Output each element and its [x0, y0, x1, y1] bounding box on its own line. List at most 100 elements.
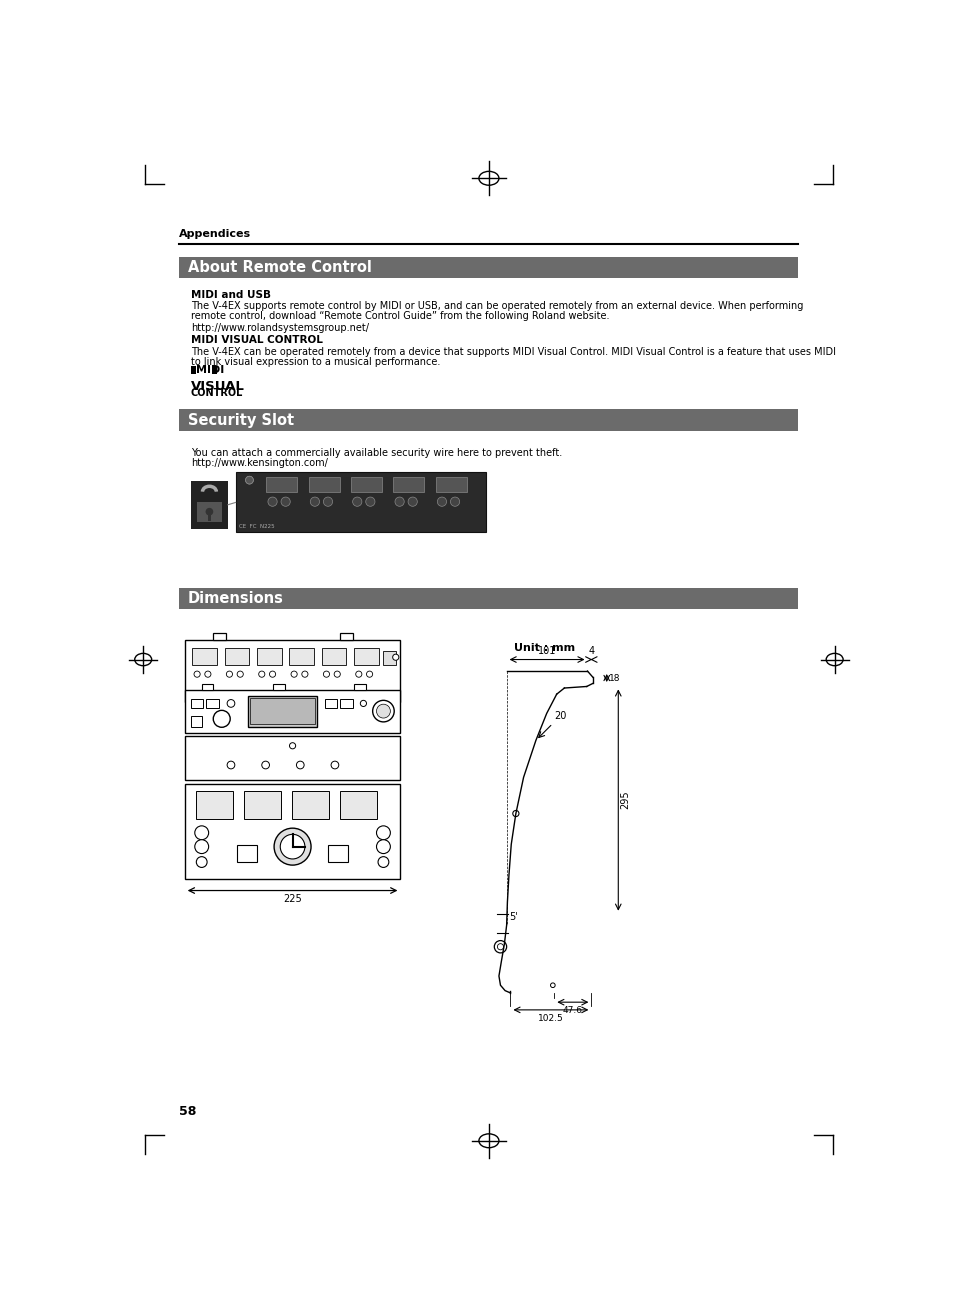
Bar — [185, 735, 400, 781]
Bar — [328, 845, 348, 862]
Circle shape — [205, 508, 213, 516]
Bar — [250, 697, 314, 725]
Text: Appendices: Appendices — [179, 229, 252, 239]
Bar — [191, 481, 228, 529]
Bar — [393, 477, 424, 492]
Bar — [193, 648, 217, 665]
Bar — [292, 791, 329, 819]
Text: 18: 18 — [608, 674, 619, 683]
Circle shape — [393, 654, 398, 661]
Bar — [201, 684, 213, 691]
Bar — [274, 684, 285, 691]
Circle shape — [194, 840, 209, 854]
Text: 4: 4 — [588, 645, 594, 656]
Circle shape — [205, 671, 211, 678]
Circle shape — [269, 671, 275, 678]
Bar — [191, 716, 202, 726]
Text: Dimensions: Dimensions — [188, 592, 283, 606]
Text: You can attach a commercially available security wire here to prevent theft.: You can attach a commercially available … — [191, 448, 561, 458]
Text: MIDI: MIDI — [196, 364, 224, 375]
Text: CONTROL: CONTROL — [191, 388, 243, 398]
Bar — [208, 512, 211, 521]
Bar — [257, 648, 281, 665]
Circle shape — [268, 498, 277, 507]
Circle shape — [366, 671, 373, 678]
Circle shape — [331, 761, 338, 769]
Circle shape — [296, 761, 304, 769]
Circle shape — [550, 983, 555, 987]
Bar — [179, 409, 798, 431]
Circle shape — [376, 825, 390, 840]
Circle shape — [360, 700, 366, 707]
Bar — [191, 366, 195, 374]
Bar — [185, 784, 400, 879]
Bar — [309, 477, 339, 492]
Text: Unit : mm: Unit : mm — [514, 643, 575, 653]
Circle shape — [395, 498, 404, 507]
Bar — [213, 366, 217, 374]
Circle shape — [226, 671, 233, 678]
Circle shape — [377, 857, 389, 867]
Bar — [196, 791, 233, 819]
Circle shape — [376, 840, 390, 854]
Text: VISUAL: VISUAL — [191, 380, 245, 393]
Circle shape — [189, 705, 193, 709]
Circle shape — [334, 671, 340, 678]
Circle shape — [355, 671, 361, 678]
Bar — [325, 699, 336, 708]
Circle shape — [227, 700, 234, 708]
Circle shape — [258, 671, 265, 678]
Circle shape — [408, 498, 416, 507]
Text: 58: 58 — [179, 1105, 196, 1118]
Circle shape — [274, 828, 311, 865]
Circle shape — [245, 477, 253, 485]
Text: 102.5: 102.5 — [537, 1013, 563, 1023]
Bar — [191, 699, 203, 708]
Circle shape — [281, 498, 290, 507]
Text: MIDI VISUAL CONTROL: MIDI VISUAL CONTROL — [191, 336, 322, 345]
Bar — [266, 477, 297, 492]
Circle shape — [365, 498, 375, 507]
Circle shape — [194, 825, 209, 840]
Circle shape — [196, 857, 207, 867]
Text: 101: 101 — [537, 645, 556, 656]
Circle shape — [245, 477, 253, 485]
Circle shape — [353, 498, 361, 507]
Bar — [197, 503, 221, 522]
Bar — [179, 588, 798, 610]
Text: 47.6: 47.6 — [562, 1006, 582, 1015]
Circle shape — [280, 835, 305, 859]
Bar — [436, 477, 466, 492]
Text: 295: 295 — [620, 790, 630, 808]
Bar — [383, 652, 395, 665]
Circle shape — [323, 671, 329, 678]
Text: 5': 5' — [508, 913, 517, 922]
Bar — [340, 633, 353, 640]
Circle shape — [289, 743, 295, 748]
Bar — [340, 699, 353, 708]
Circle shape — [237, 671, 243, 678]
Circle shape — [392, 705, 396, 709]
Circle shape — [193, 671, 200, 678]
Circle shape — [436, 498, 446, 507]
Circle shape — [323, 498, 333, 507]
Circle shape — [373, 700, 394, 722]
Bar — [244, 791, 281, 819]
Bar — [206, 699, 218, 708]
Circle shape — [310, 498, 319, 507]
Bar — [179, 257, 798, 278]
Circle shape — [261, 761, 269, 769]
Bar — [237, 845, 257, 862]
Bar — [289, 648, 314, 665]
Circle shape — [290, 705, 294, 709]
Ellipse shape — [213, 710, 230, 727]
Bar — [185, 691, 400, 733]
Circle shape — [497, 944, 503, 949]
Circle shape — [301, 671, 308, 678]
Bar — [213, 633, 225, 640]
Text: remote control, download “Remote Control Guide” from the following Roland websit: remote control, download “Remote Control… — [191, 312, 609, 321]
Text: The V-4EX can be operated remotely from a device that supports MIDI Visual Contr: The V-4EX can be operated remotely from … — [191, 347, 835, 357]
Bar — [354, 684, 365, 691]
Circle shape — [291, 671, 297, 678]
Bar — [248, 696, 317, 726]
